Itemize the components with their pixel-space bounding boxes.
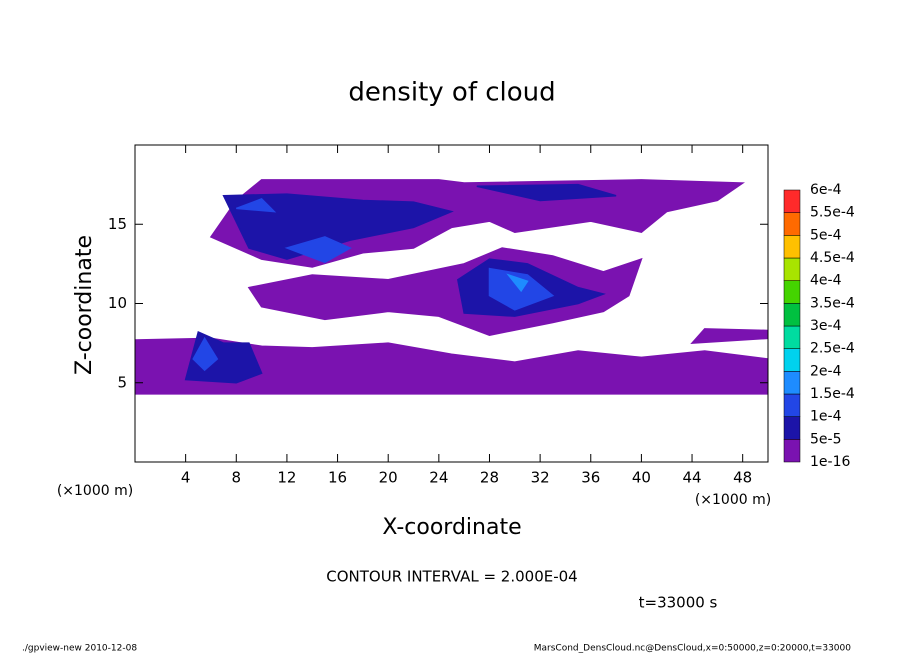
colorbar-swatch	[783, 303, 801, 327]
colorbar-swatch	[783, 371, 801, 395]
colorbar-swatch	[783, 235, 801, 259]
contour-region	[192, 336, 219, 372]
colorbar-swatch	[783, 212, 801, 236]
colorbar-swatch	[783, 325, 801, 349]
colorbar-label: 5e-4	[810, 227, 842, 243]
x-tick-label: 40	[632, 469, 651, 487]
colorbar-label: 3e-4	[810, 318, 842, 334]
contour-fill	[135, 179, 768, 395]
colorbar-label: 4.5e-4	[810, 250, 855, 266]
contour-region	[236, 198, 277, 213]
y-tick-label: 15	[108, 215, 127, 233]
colorbar-label: 3.5e-4	[810, 295, 855, 311]
colorbar-swatch	[783, 280, 801, 304]
colorbar-swatch	[783, 416, 801, 440]
colorbar-label: 1.5e-4	[810, 386, 855, 402]
y-tick-label: 10	[108, 294, 127, 312]
x-tick-label: 24	[429, 469, 448, 487]
x-tick-label: 4	[181, 469, 191, 487]
x-unit-label: (×1000 m)	[57, 483, 133, 499]
x-tick-label: 28	[480, 469, 499, 487]
colorbar-label: 5e-5	[810, 431, 841, 447]
colorbar-label: 5.5e-4	[810, 205, 855, 221]
contour-region	[476, 183, 617, 202]
contour-region	[690, 328, 768, 344]
contour-region	[222, 193, 454, 260]
colorbar-swatch	[783, 257, 801, 281]
x-axis-title: X-coordinate	[382, 515, 521, 540]
contour-interval: CONTOUR INTERVAL = 2.000E-04	[326, 568, 577, 586]
x-tick-label: 12	[277, 469, 296, 487]
colorbar-label: 1e-4	[810, 409, 842, 425]
y-tick-label: 5	[117, 373, 127, 391]
x-tick-label: 36	[581, 469, 600, 487]
contour-region	[247, 247, 643, 336]
time-label: t=33000 s	[639, 594, 718, 612]
colorbar-swatch	[783, 189, 801, 213]
x-tick-label: 44	[682, 469, 701, 487]
colorbar-swatch	[783, 393, 801, 417]
x-tick-label: 8	[232, 469, 242, 487]
colorbar-swatch	[783, 348, 801, 372]
footer-left: ./gpview-new 2010-12-08	[22, 644, 137, 654]
chart-title: density of cloud	[348, 78, 555, 108]
colorbar-swatch	[783, 439, 801, 463]
contour-region	[135, 337, 768, 395]
x-tick-label: 16	[328, 469, 347, 487]
footer-right: MarsCond_DensCloud.nc@DensCloud,x=0:5000…	[534, 644, 851, 654]
colorbar-label: 2e-4	[810, 363, 842, 379]
contour-region	[506, 273, 529, 293]
colorbar-label: 4e-4	[810, 273, 842, 289]
x-tick-label: 32	[531, 469, 550, 487]
colorbar-label: 1e-16	[810, 454, 850, 470]
x-tick-label: 20	[379, 469, 398, 487]
x-tick-label: 48	[733, 469, 752, 487]
x-unit-label: (×1000 m)	[695, 492, 771, 508]
colorbar-label: 2.5e-4	[810, 341, 855, 357]
contour-region	[284, 236, 352, 264]
y-axis-title: Z-coordinate	[72, 235, 97, 375]
colorbar-label: 6e-4	[810, 182, 842, 198]
